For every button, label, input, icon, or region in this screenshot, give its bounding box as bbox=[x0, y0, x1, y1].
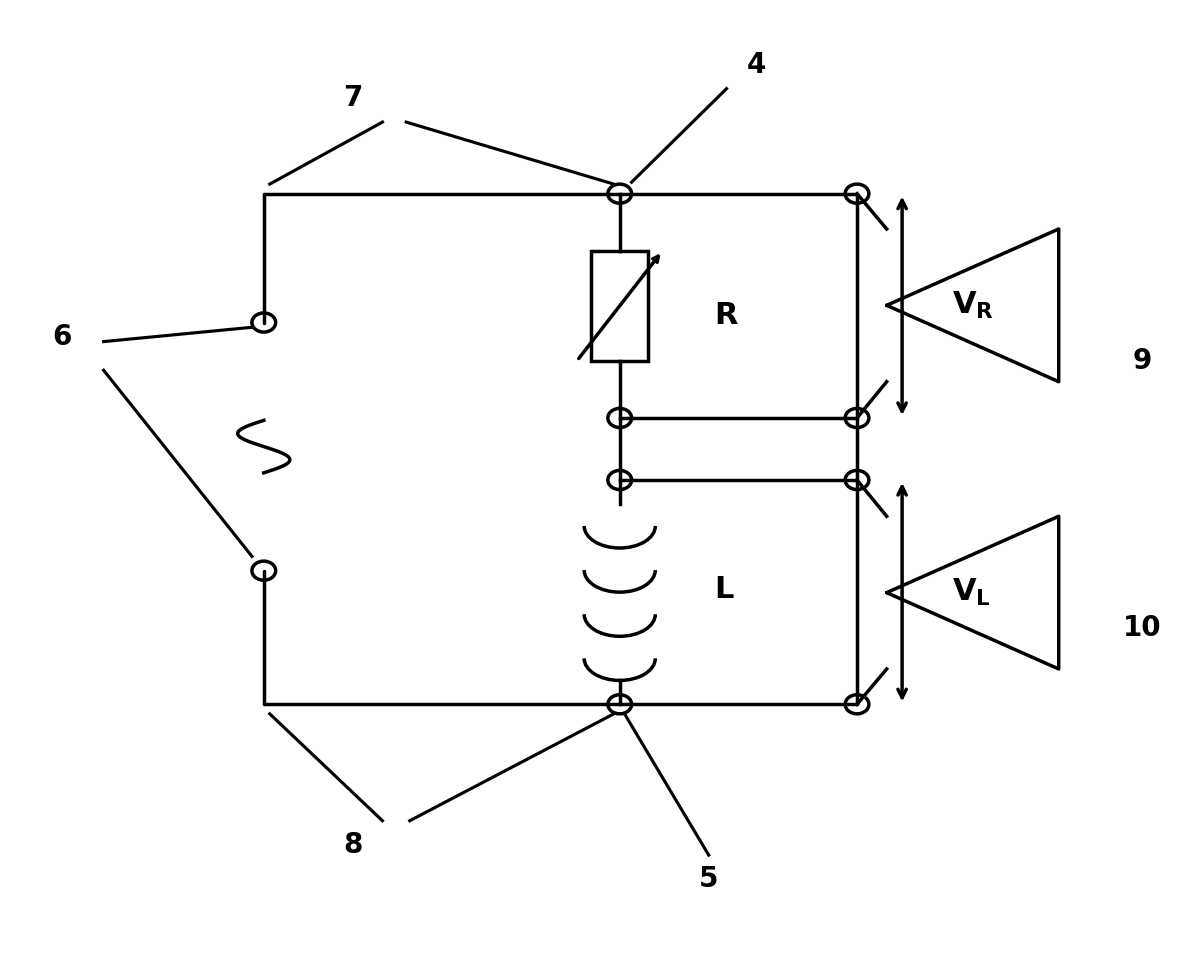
Text: 5: 5 bbox=[699, 865, 719, 893]
Text: R: R bbox=[715, 301, 738, 330]
Text: $\mathbf{V_L}$: $\mathbf{V_L}$ bbox=[952, 577, 991, 609]
Text: 4: 4 bbox=[746, 51, 765, 79]
Text: 7: 7 bbox=[343, 84, 362, 112]
Text: 8: 8 bbox=[343, 830, 362, 858]
Text: $\mathbf{V_R}$: $\mathbf{V_R}$ bbox=[952, 290, 994, 321]
Text: 6: 6 bbox=[52, 323, 72, 350]
Text: 9: 9 bbox=[1132, 347, 1151, 374]
Text: L: L bbox=[715, 575, 734, 604]
Bar bbox=[591, 251, 648, 361]
Text: 10: 10 bbox=[1123, 614, 1161, 642]
